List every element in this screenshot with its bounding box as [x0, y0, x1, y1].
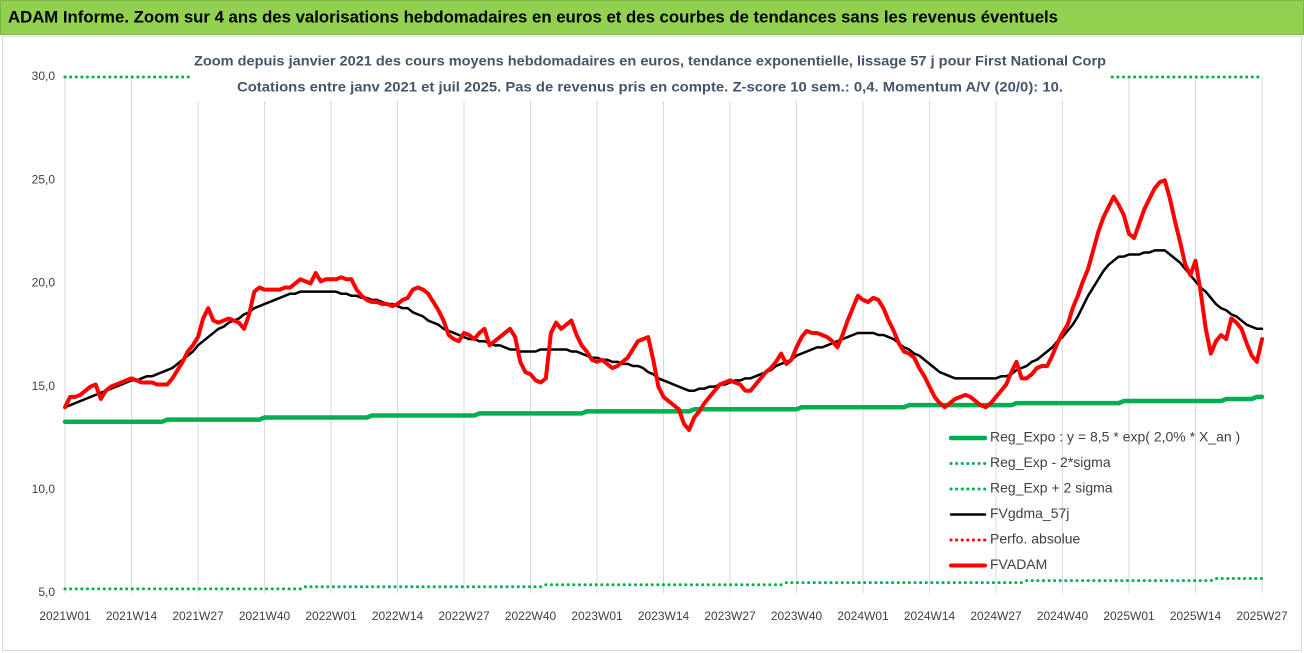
header-title: ADAM Informe. Zoom sur 4 ans des valoris… — [8, 7, 1058, 26]
x-tick-label: 2024W14 — [904, 609, 956, 623]
y-tick-label: 15,0 — [32, 379, 56, 393]
legend-label: Perfo. absolue — [990, 531, 1080, 547]
x-tick-label: 2022W01 — [305, 609, 357, 623]
y-tick-label: 5,0 — [38, 585, 55, 599]
x-tick-label: 2025W14 — [1170, 609, 1222, 623]
x-tick-label: 2022W27 — [438, 609, 490, 623]
series-line — [63, 577, 1264, 591]
y-tick-label: 10,0 — [32, 482, 56, 496]
x-tick-label: 2021W40 — [239, 609, 291, 623]
x-tick-label: 2021W27 — [172, 609, 224, 623]
x-tick-label: 2024W01 — [837, 609, 889, 623]
chart-subtitle: Cotations entre janv 2021 et juil 2025. … — [237, 79, 1063, 95]
x-tick-label: 2022W40 — [505, 609, 557, 623]
legend-label: Reg_Expo : y = 8,5 * exp( 2,0% * X_an ) — [990, 429, 1240, 445]
header-bar — [0, 0, 1304, 35]
legend-label: Reg_Exp + 2 sigma — [990, 480, 1113, 496]
x-tick-label: 2025W27 — [1236, 609, 1288, 623]
y-tick-label: 25,0 — [32, 172, 56, 186]
x-tick-label: 2023W27 — [704, 609, 756, 623]
legend-label: Reg_Exp - 2*sigma — [990, 454, 1111, 470]
legend: Reg_Expo : y = 8,5 * exp( 2,0% * X_an ) R… — [948, 429, 1240, 572]
series-line — [63, 178, 1264, 432]
series-line — [62, 394, 1265, 424]
legend-label: FVADAM — [990, 556, 1047, 572]
x-tick-label: 2023W14 — [638, 609, 690, 623]
title-box — [190, 47, 1110, 101]
x-tick-label: 2021W14 — [106, 609, 158, 623]
chart-title: Zoom depuis janvier 2021 des cours moyen… — [194, 53, 1106, 69]
x-tick-label: 2021W01 — [39, 609, 91, 623]
x-tick-label: 2025W01 — [1103, 609, 1155, 623]
y-tick-label: 20,0 — [32, 276, 56, 290]
legend-label: FVgdma_57j — [990, 505, 1069, 521]
y-tick-label: 30,0 — [32, 69, 56, 83]
chart-frame — [2, 36, 1302, 651]
x-tick-label: 2024W27 — [970, 609, 1022, 623]
x-tick-label: 2023W40 — [771, 609, 823, 623]
x-tick-label: 2024W40 — [1037, 609, 1089, 623]
x-tick-label: 2023W01 — [571, 609, 623, 623]
x-tick-label: 2022W14 — [372, 609, 424, 623]
